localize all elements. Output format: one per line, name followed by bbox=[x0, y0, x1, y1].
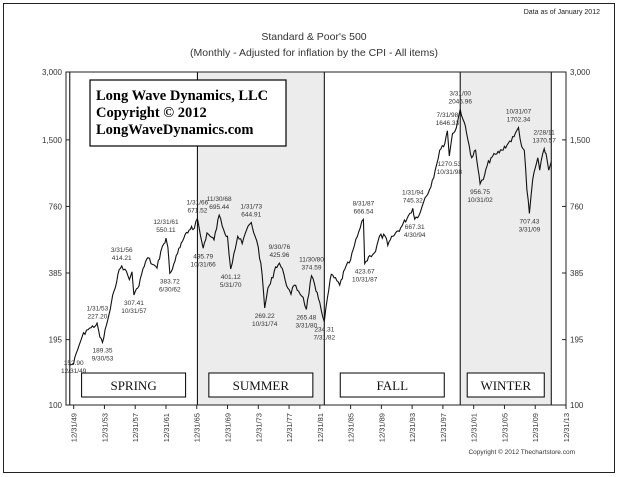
annotation-label: 2/28/11 1370.57 bbox=[532, 130, 556, 145]
y-tick-label: 195 bbox=[49, 336, 63, 345]
brand-website: LongWaveDynamics.com bbox=[96, 122, 253, 138]
y-tick-label-right: 195 bbox=[570, 336, 584, 345]
x-tick-label: 12/31/57 bbox=[131, 413, 140, 442]
annotation-label: 152.90 12/31/49 bbox=[61, 360, 87, 375]
chart-title: Standard & Poor's 500 bbox=[261, 31, 366, 43]
season-label: SPRING bbox=[110, 378, 156, 393]
annotation-label: 1/31/66 671.52 bbox=[187, 200, 209, 215]
series-group bbox=[69, 109, 552, 366]
annotation-label: 7/31/98 1646.33 bbox=[436, 112, 460, 127]
y-tick-label: 1,500 bbox=[42, 136, 63, 145]
y-tick-label-right: 760 bbox=[570, 202, 584, 211]
season-label: WINTER bbox=[480, 378, 531, 393]
x-tick-label: 12/31/97 bbox=[439, 413, 448, 442]
x-tick-label: 12/31/53 bbox=[100, 413, 109, 442]
annotation-label: 234.31 7/31/82 bbox=[313, 327, 335, 342]
annotation-label: 1/31/53 227.20 bbox=[87, 306, 109, 321]
annotation-label: 269.22 10/31/74 bbox=[252, 313, 278, 328]
annotation-label: 265.48 3/31/80 bbox=[296, 314, 318, 329]
annotation-label: 3/31/00 2046.96 bbox=[448, 90, 472, 105]
y-tick-label: 760 bbox=[49, 202, 63, 211]
annotation-label: 12/31/61 550.11 bbox=[153, 219, 179, 234]
brand-company: Long Wave Dynamics, LLC bbox=[96, 88, 268, 104]
x-tick-label: 12/31/01 bbox=[470, 413, 479, 442]
x-tick-label: 12/31/49 bbox=[70, 413, 79, 442]
y-tick-label: 385 bbox=[49, 269, 63, 278]
chart-frame bbox=[3, 3, 615, 473]
season-box bbox=[466, 372, 545, 398]
annotation-label: 11/30/68 695.44 bbox=[207, 196, 232, 211]
x-tick-label: 12/31/81 bbox=[316, 413, 325, 442]
y-tick-label-right: 385 bbox=[570, 269, 584, 278]
annotation-label: 3/31/56 414.21 bbox=[111, 247, 133, 262]
annotation-label: 956.75 10/31/02 bbox=[467, 189, 493, 204]
y-tick-label: 3,000 bbox=[42, 68, 63, 77]
plot-area bbox=[65, 71, 567, 406]
x-tick-label: 12/31/77 bbox=[285, 413, 294, 442]
annotation-label: 307.41 10/31/57 bbox=[121, 300, 147, 315]
x-tick-label: 12/31/61 bbox=[162, 413, 171, 442]
branding-box: Long Wave Dynamics, LLC Copyright © 2012… bbox=[89, 79, 287, 147]
annotation-label: 383.72 6/30/62 bbox=[159, 278, 181, 293]
annotations: 152.90 12/31/49 189.35 9/30/53 1/31/53 227.20… bbox=[61, 90, 556, 375]
season-labels: SPRING SUMMER FALL WINTER bbox=[81, 372, 545, 398]
y-tick-label-right: 100 bbox=[570, 401, 584, 410]
annotation-label: 667.31 4/30/94 bbox=[404, 224, 426, 239]
x-tick-label: 12/31/85 bbox=[347, 413, 356, 442]
x-axis: 12/31/49 12/31/53 12/31/57 12/31/61 12/31/65… bbox=[70, 405, 571, 442]
season-shade-winter bbox=[460, 72, 552, 405]
annotation-label: 9/30/76 425.96 bbox=[269, 244, 291, 259]
y-tick-label-right: 3,000 bbox=[570, 68, 591, 77]
y-axis: 3,000 3,000 1,500 1,500 760 760 385 385 195 195 10… bbox=[42, 68, 591, 410]
x-tick-label: 12/31/05 bbox=[500, 413, 509, 442]
annotation-label: 8/31/87 666.54 bbox=[353, 200, 375, 215]
annotation-label: 495.79 10/31/66 bbox=[190, 253, 216, 268]
annotation-label: 11/30/80 374.59 bbox=[299, 257, 324, 272]
sp500-series-line bbox=[69, 109, 552, 366]
data-as-of-note: Data as of January 2012 bbox=[524, 9, 600, 16]
brand-copyright: Copyright © 2012 bbox=[96, 105, 207, 121]
x-tick-label: 12/31/09 bbox=[531, 413, 540, 442]
annotation-label: 10/31/07 1702.34 bbox=[506, 108, 532, 123]
x-tick-label: 12/31/89 bbox=[377, 413, 386, 442]
y-tick-label: 100 bbox=[49, 401, 63, 410]
x-tick-label: 12/31/73 bbox=[254, 413, 263, 442]
season-label: FALL bbox=[376, 378, 408, 393]
x-tick-label: 12/31/65 bbox=[193, 413, 202, 442]
x-tick-label: 12/31/13 bbox=[562, 413, 571, 442]
season-box bbox=[339, 372, 445, 398]
y-tick-label-right: 1,500 bbox=[570, 136, 591, 145]
annotation-label: 189.35 9/30/53 bbox=[92, 347, 114, 362]
annotation-label: 401.12 5/31/70 bbox=[220, 274, 242, 289]
season-box bbox=[208, 372, 314, 398]
footer-copyright: Copyright © 2012 Thechartstore.com bbox=[468, 448, 575, 456]
annotation-label: 1270.53 10/31/98 bbox=[437, 161, 463, 176]
annotation-label: 423.67 10/31/87 bbox=[352, 269, 378, 284]
annotation-label: 707.43 3/31/09 bbox=[519, 218, 541, 233]
season-label: SUMMER bbox=[233, 378, 290, 393]
x-tick-label: 12/31/69 bbox=[224, 413, 233, 442]
x-tick-label: 12/31/93 bbox=[408, 413, 417, 442]
chart-subtitle: (Monthly - Adjusted for inflation by the… bbox=[190, 47, 438, 59]
season-box bbox=[81, 372, 187, 398]
annotation-label: 1/31/94 745.32 bbox=[402, 189, 424, 204]
annotation-label: 1/31/73 644.91 bbox=[240, 204, 262, 219]
